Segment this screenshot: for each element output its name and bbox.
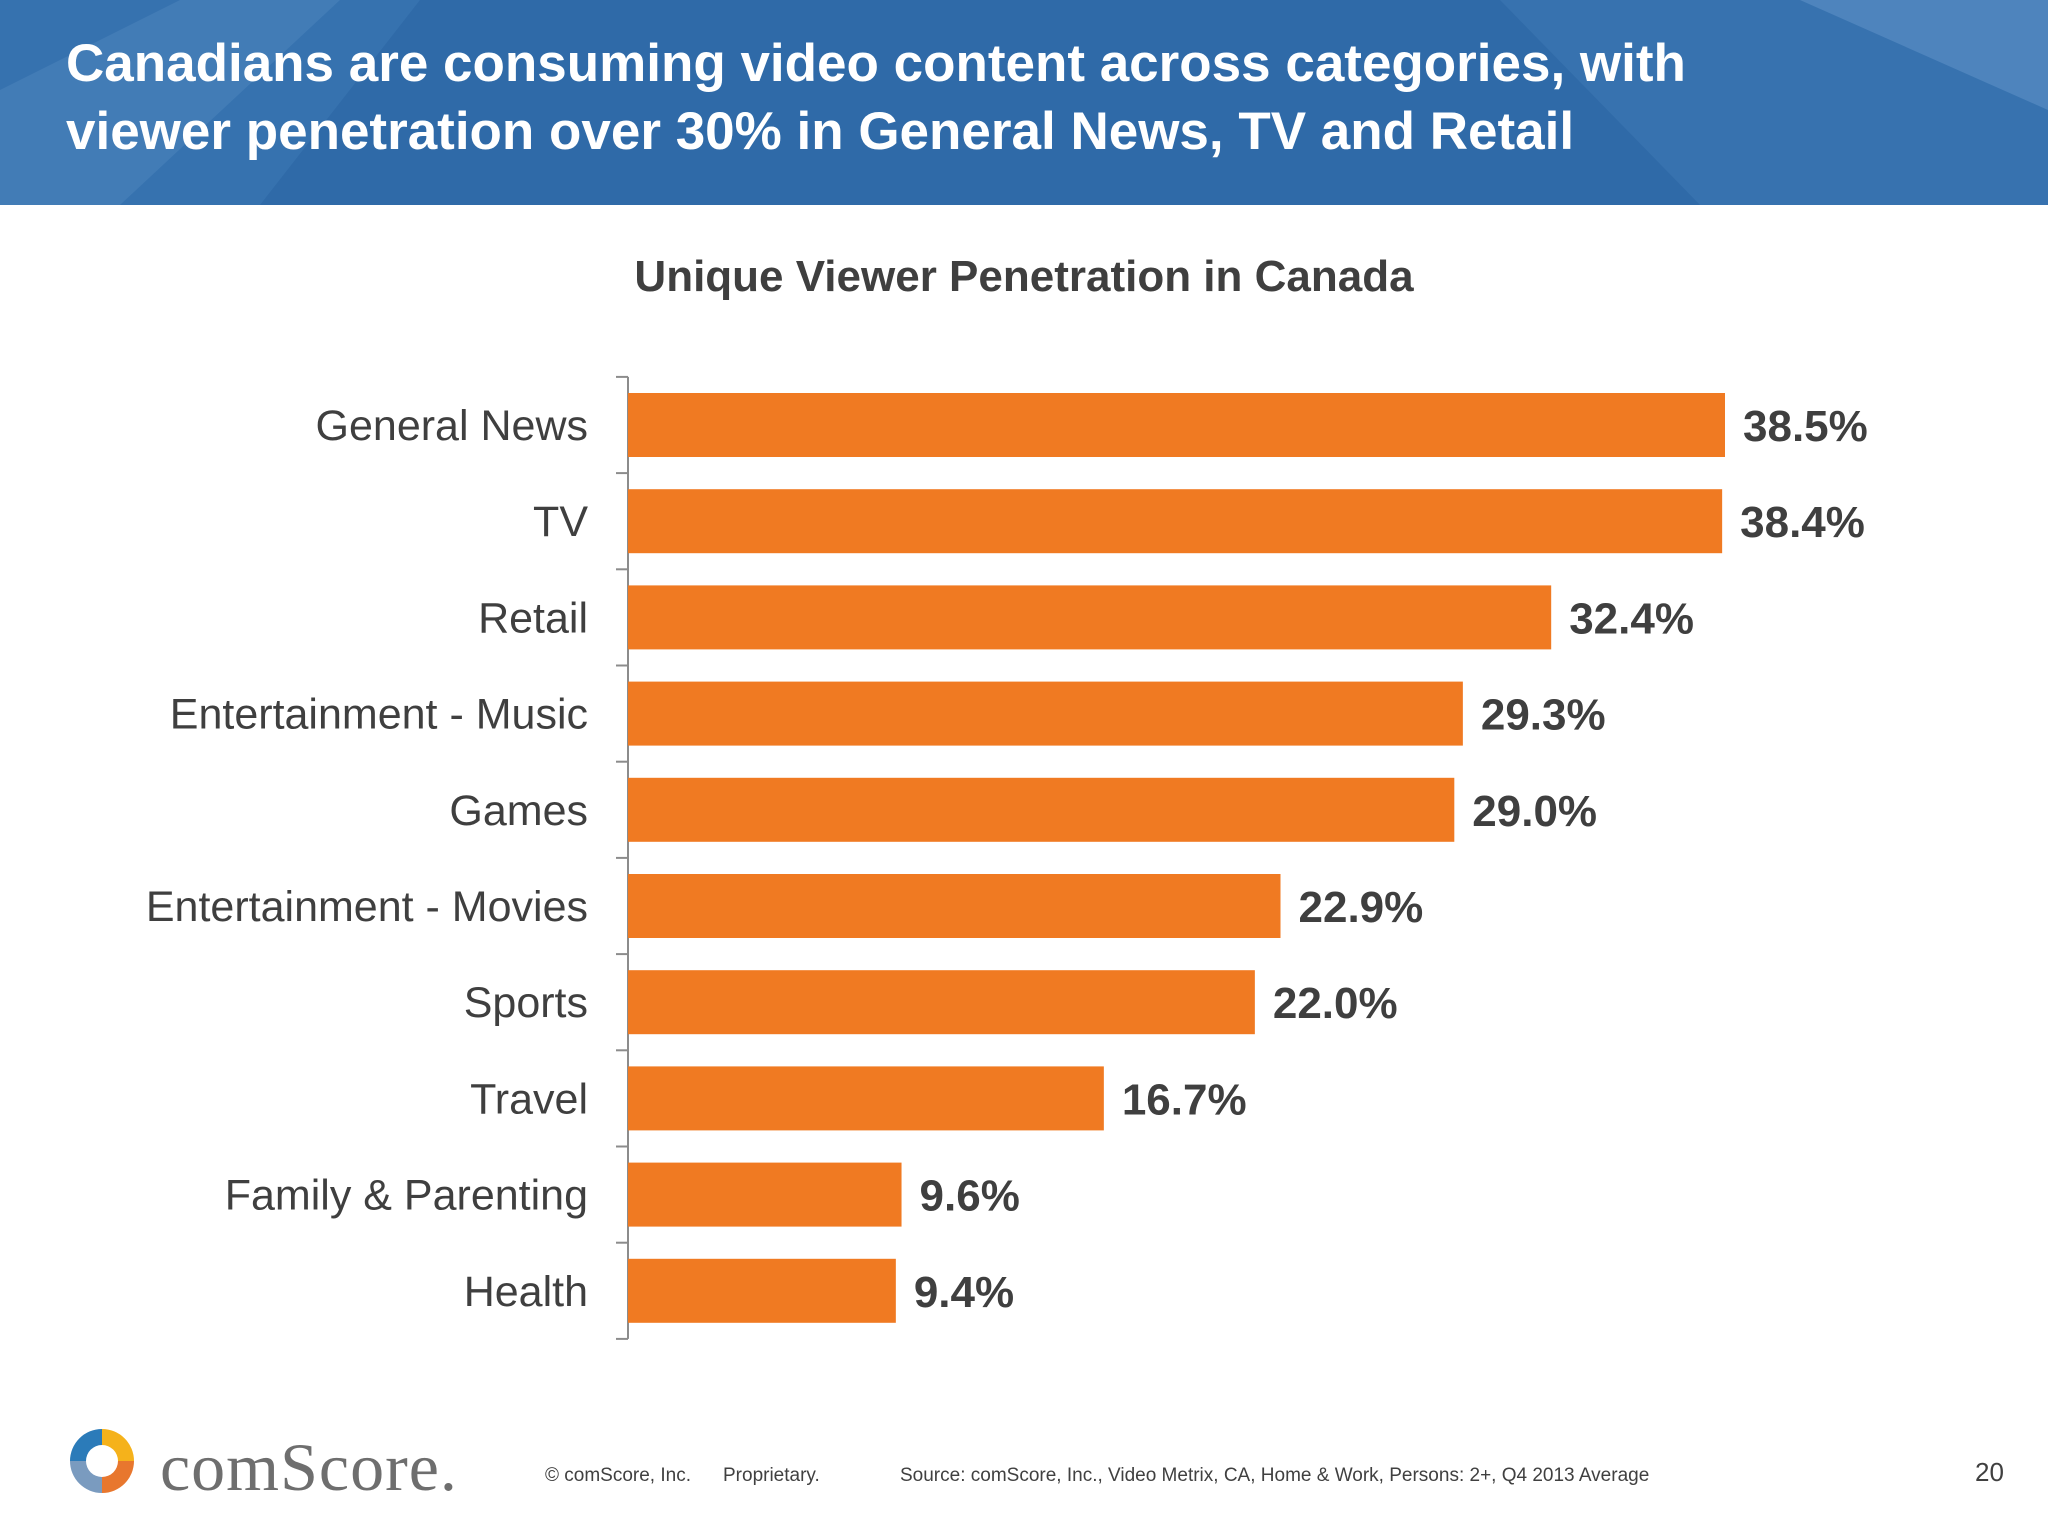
value-label: 29.0% [1472,787,1597,836]
bar [628,1066,1104,1131]
category-label: Travel [470,1075,588,1123]
page-title: Canadians are consuming video content ac… [66,30,1966,166]
bar [628,681,1463,746]
page-number: 20 [1975,1457,2004,1487]
header-background [0,0,2048,205]
bar [628,393,1725,457]
header-banner: Canadians are consuming video content ac… [0,0,2048,205]
category-label: Health [464,1268,588,1316]
category-label: Entertainment - Movies [146,883,588,931]
category-label: TV [533,498,588,546]
page-title-line-1: Canadians are consuming video content ac… [66,34,1686,93]
bar-chart: General News 38.5% TV 38.4% Retail 32.4% Enter… [146,375,1868,1340]
bar [628,489,1723,554]
category-label: Games [449,787,588,835]
bar [628,1258,896,1323]
value-label: 16.7% [1122,1075,1247,1124]
value-label: 9.4% [914,1268,1014,1317]
bar [628,777,1455,842]
value-label: 9.6% [920,1172,1020,1221]
value-label: 22.9% [1299,883,1424,932]
category-label: Family & Parenting [225,1172,588,1220]
category-label: Sports [464,979,588,1027]
chart-title: Unique Viewer Penetration in Canada [634,252,1414,301]
bar [628,585,1552,650]
bar [628,1162,902,1227]
bar [628,970,1255,1035]
value-label: 32.4% [1569,594,1694,643]
category-label: Retail [478,594,588,642]
category-label: General News [316,402,588,450]
footer-proprietary: Proprietary. [723,1465,820,1486]
category-label: Entertainment - Music [170,691,588,739]
value-label: 38.5% [1743,402,1868,451]
footer-source: Source: comScore, Inc., Video Metrix, CA… [900,1465,1650,1486]
comscore-logo-icon [70,1429,134,1493]
comscore-logo-text: comScore. [160,1429,458,1505]
value-label: 29.3% [1481,691,1606,740]
bar [628,874,1281,938]
value-label: 38.4% [1740,498,1865,547]
page-title-line-2: viewer penetration over 30% in General N… [66,102,1575,161]
footer-copyright: © comScore, Inc. [545,1465,691,1486]
value-label: 22.0% [1273,979,1398,1028]
